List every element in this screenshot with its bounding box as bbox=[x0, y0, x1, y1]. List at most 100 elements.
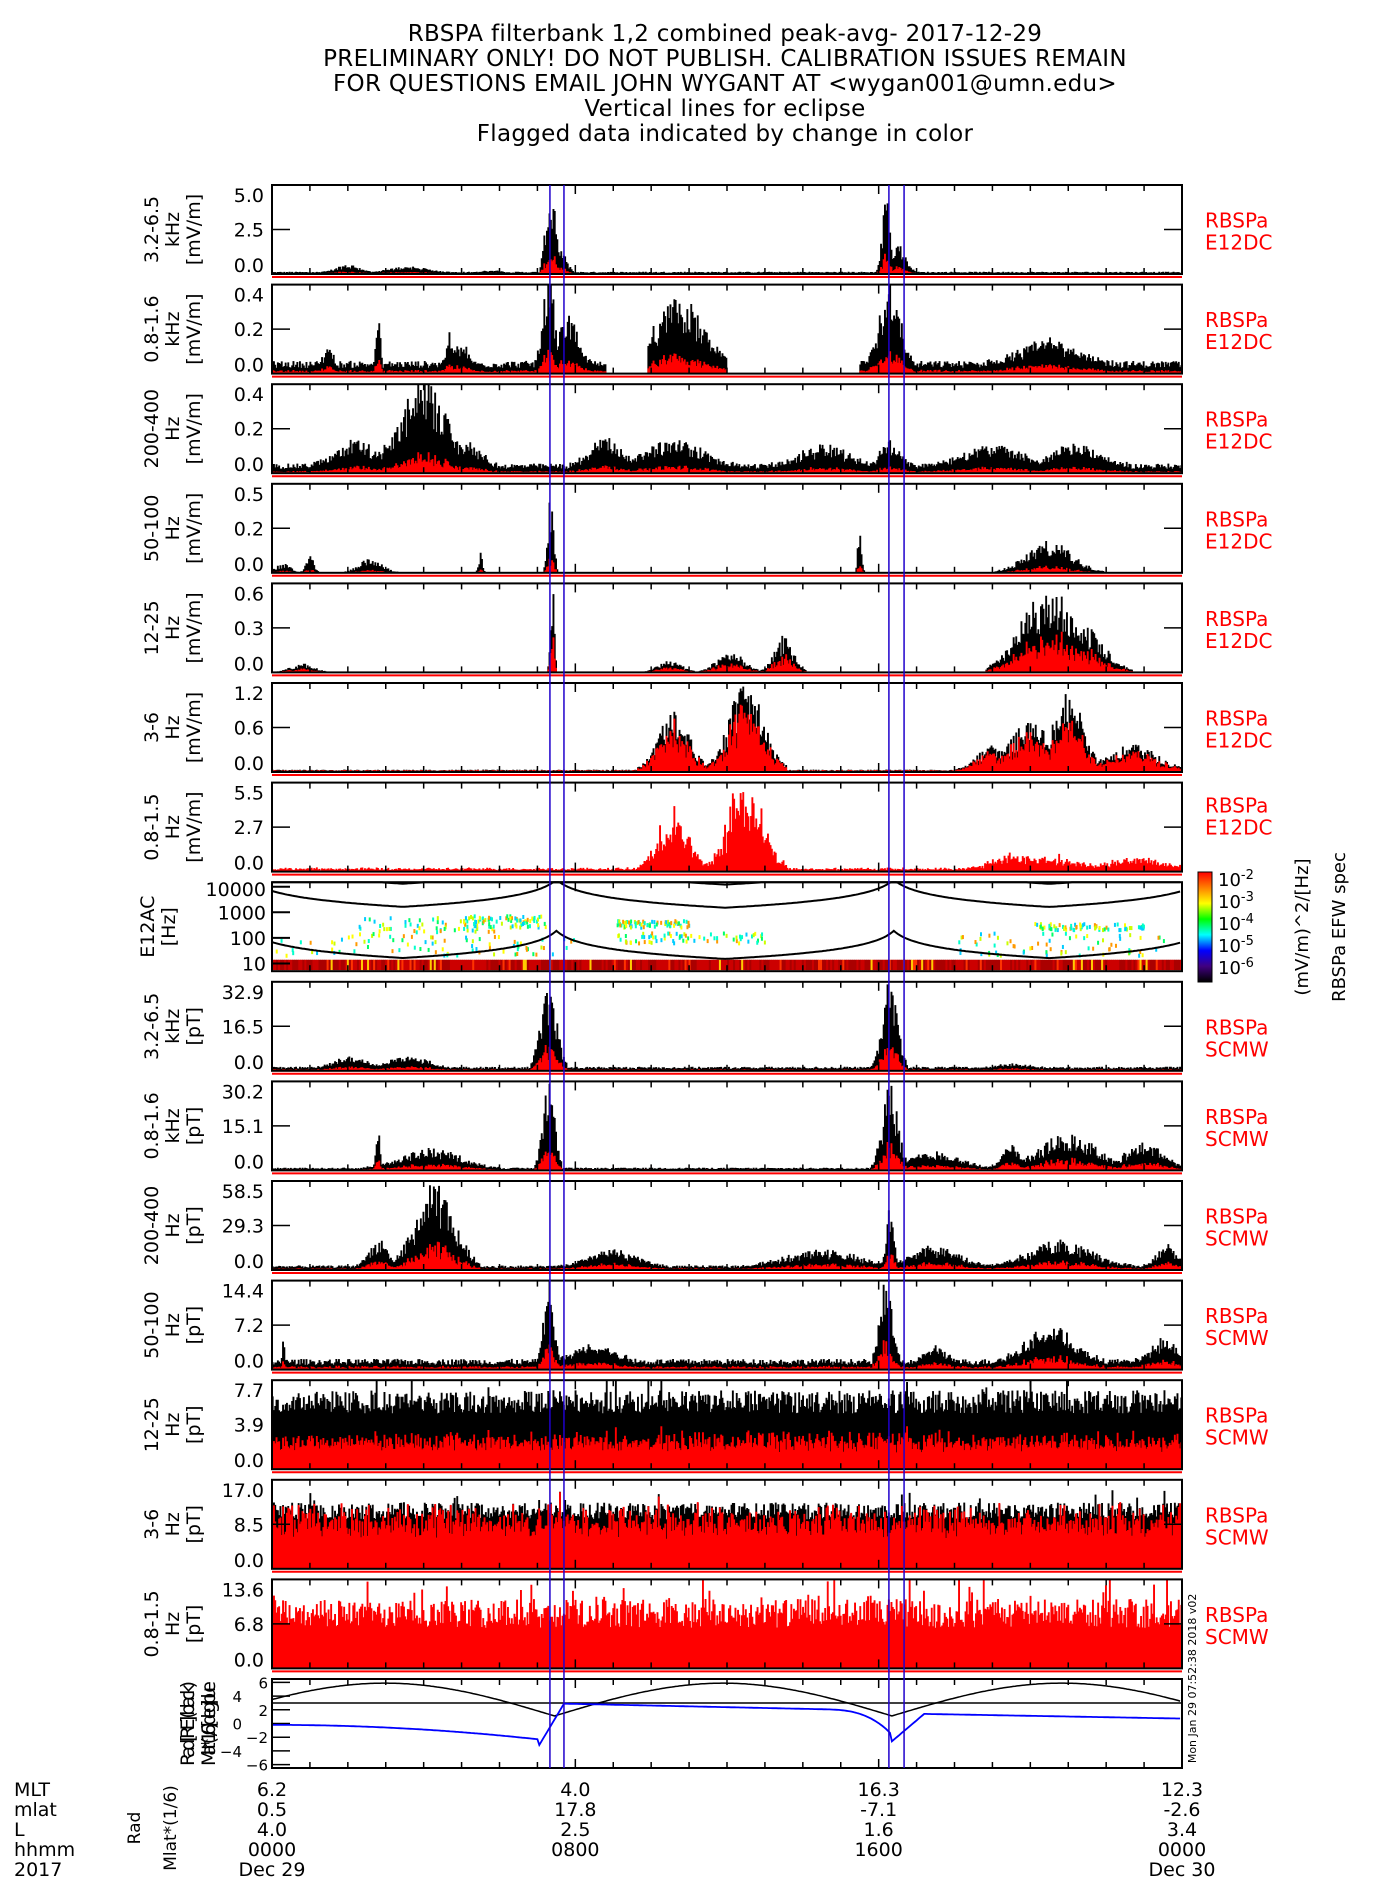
spectrogram-cell bbox=[1049, 922, 1052, 927]
spectrogram-cell bbox=[678, 959, 681, 971]
spectrogram-cell bbox=[471, 948, 474, 953]
spectrogram-cell bbox=[331, 940, 334, 945]
y-axis-label: Hz bbox=[162, 1413, 184, 1437]
spectrogram-cell bbox=[1099, 959, 1102, 971]
spectrogram-cell bbox=[545, 959, 548, 971]
spectrogram-cell bbox=[519, 941, 522, 946]
spectrogram-cell bbox=[703, 936, 706, 941]
spectrogram-cell bbox=[347, 935, 350, 940]
source-label: RBSPa bbox=[1205, 1503, 1268, 1527]
spectrogram-cell bbox=[1103, 959, 1106, 971]
spectrogram-cell bbox=[409, 959, 413, 971]
spectrogram-cell bbox=[643, 921, 646, 926]
spectrogram-cell bbox=[1060, 959, 1064, 971]
spectrogram-cell bbox=[1137, 959, 1141, 971]
spectrogram-cell bbox=[529, 919, 532, 924]
spectrogram-cell bbox=[739, 959, 742, 971]
spectrogram-cell bbox=[1064, 931, 1067, 936]
spectrogram-cell bbox=[1074, 922, 1077, 927]
spectrogram-cell bbox=[658, 959, 661, 971]
spectrogram-cell bbox=[506, 959, 510, 971]
spectrogram-cell bbox=[1080, 925, 1083, 930]
spectrogram-cell bbox=[672, 939, 675, 944]
peak-series bbox=[274, 594, 1133, 673]
spectrogram-cell bbox=[344, 959, 348, 971]
spectrogram-cell bbox=[306, 959, 309, 971]
spectrogram-cell bbox=[559, 959, 562, 971]
spectrogram-cell bbox=[1078, 959, 1082, 971]
spectrogram-cell bbox=[1141, 959, 1145, 971]
spectrogram-cell bbox=[434, 940, 437, 945]
spectrogram-cell bbox=[732, 937, 735, 942]
spectrogram-cell bbox=[1081, 923, 1084, 928]
spectrogram-cell bbox=[1044, 959, 1048, 971]
y-axis-label: Hz bbox=[162, 1313, 184, 1337]
spectrogram-cell bbox=[1101, 959, 1104, 971]
spectrogram-cell bbox=[1177, 959, 1181, 971]
spectrogram-cell bbox=[729, 959, 732, 971]
spectrogram-cell bbox=[417, 959, 421, 971]
spectrogram-cell bbox=[561, 959, 564, 971]
spectrogram-cell bbox=[322, 959, 326, 971]
spectrogram-cell bbox=[466, 928, 469, 933]
spectrogram-cell bbox=[854, 959, 857, 971]
y-axis-label-line: kHz bbox=[162, 1108, 184, 1143]
y-tick-label: 0.0 bbox=[234, 1351, 264, 1373]
spectrogram-cell bbox=[387, 959, 390, 971]
peak-series bbox=[271, 1280, 1183, 1370]
spectrogram-cell bbox=[513, 939, 516, 944]
spectrogram-cell bbox=[378, 933, 381, 938]
spectrogram-cell bbox=[675, 931, 678, 936]
title-line: Vertical lines for eclipse bbox=[584, 96, 866, 122]
spectrogram-cell bbox=[957, 959, 961, 971]
spectrogram-cell bbox=[567, 959, 570, 971]
orbit-value: 16.3 bbox=[857, 1779, 900, 1801]
spectrogram-cell bbox=[785, 959, 789, 971]
spectrogram-cell bbox=[1073, 928, 1076, 933]
y-axis-label-line: [pT] bbox=[183, 1007, 205, 1046]
spectrogram-cell bbox=[1079, 922, 1082, 927]
spectrogram-cell bbox=[676, 959, 679, 971]
spectrogram-cell bbox=[471, 928, 474, 933]
spectrogram-cell bbox=[510, 959, 514, 971]
spectrogram-cell bbox=[423, 929, 426, 934]
spectrogram-cell bbox=[542, 946, 545, 951]
spectrogram-cell bbox=[830, 959, 833, 971]
spectrogram-cell bbox=[653, 920, 656, 925]
spectrogram-cell bbox=[959, 950, 962, 955]
spectrogram-cell bbox=[316, 959, 320, 971]
spectrogram-cell bbox=[676, 921, 679, 926]
spectrogram-cell bbox=[280, 938, 283, 943]
spectrogram-cell bbox=[1139, 935, 1142, 940]
spectrogram-cell bbox=[900, 959, 904, 971]
spectrogram-cell bbox=[1054, 927, 1057, 932]
spectrogram-cell bbox=[1086, 925, 1089, 930]
y-tick-label: 3.9 bbox=[234, 1415, 264, 1437]
spectrogram-cell bbox=[745, 959, 748, 971]
y-axis-label: E12AC bbox=[137, 896, 159, 958]
spectrogram-cell bbox=[713, 936, 716, 941]
y-tick-label: 5.0 bbox=[234, 185, 264, 207]
spectrogram-cell bbox=[573, 959, 576, 971]
spectrogram-cell bbox=[686, 925, 689, 930]
spectrogram-cell bbox=[1058, 959, 1062, 971]
spectrogram-cell bbox=[436, 916, 439, 921]
spectrogram-cell bbox=[904, 959, 908, 971]
avg-series bbox=[271, 1426, 1183, 1470]
y-axis-label-line: 0.8-1.6 bbox=[141, 295, 163, 362]
colorbar-tick-exponent: -5 bbox=[1241, 934, 1254, 949]
spectrogram-cell bbox=[403, 959, 406, 971]
y-axis-label: [mV/m] bbox=[183, 194, 205, 265]
spectrogram-cell bbox=[366, 944, 369, 949]
spectrogram-cell bbox=[757, 959, 760, 971]
source-label: SCMW bbox=[1205, 1625, 1269, 1649]
spectrogram-cell bbox=[775, 959, 779, 971]
spectrogram-cell bbox=[292, 959, 295, 971]
spectrogram-cell bbox=[328, 959, 332, 971]
spectrogram-cell bbox=[1088, 959, 1092, 971]
spectrogram-cell bbox=[1045, 950, 1048, 955]
spectrogram-cell bbox=[625, 959, 629, 971]
